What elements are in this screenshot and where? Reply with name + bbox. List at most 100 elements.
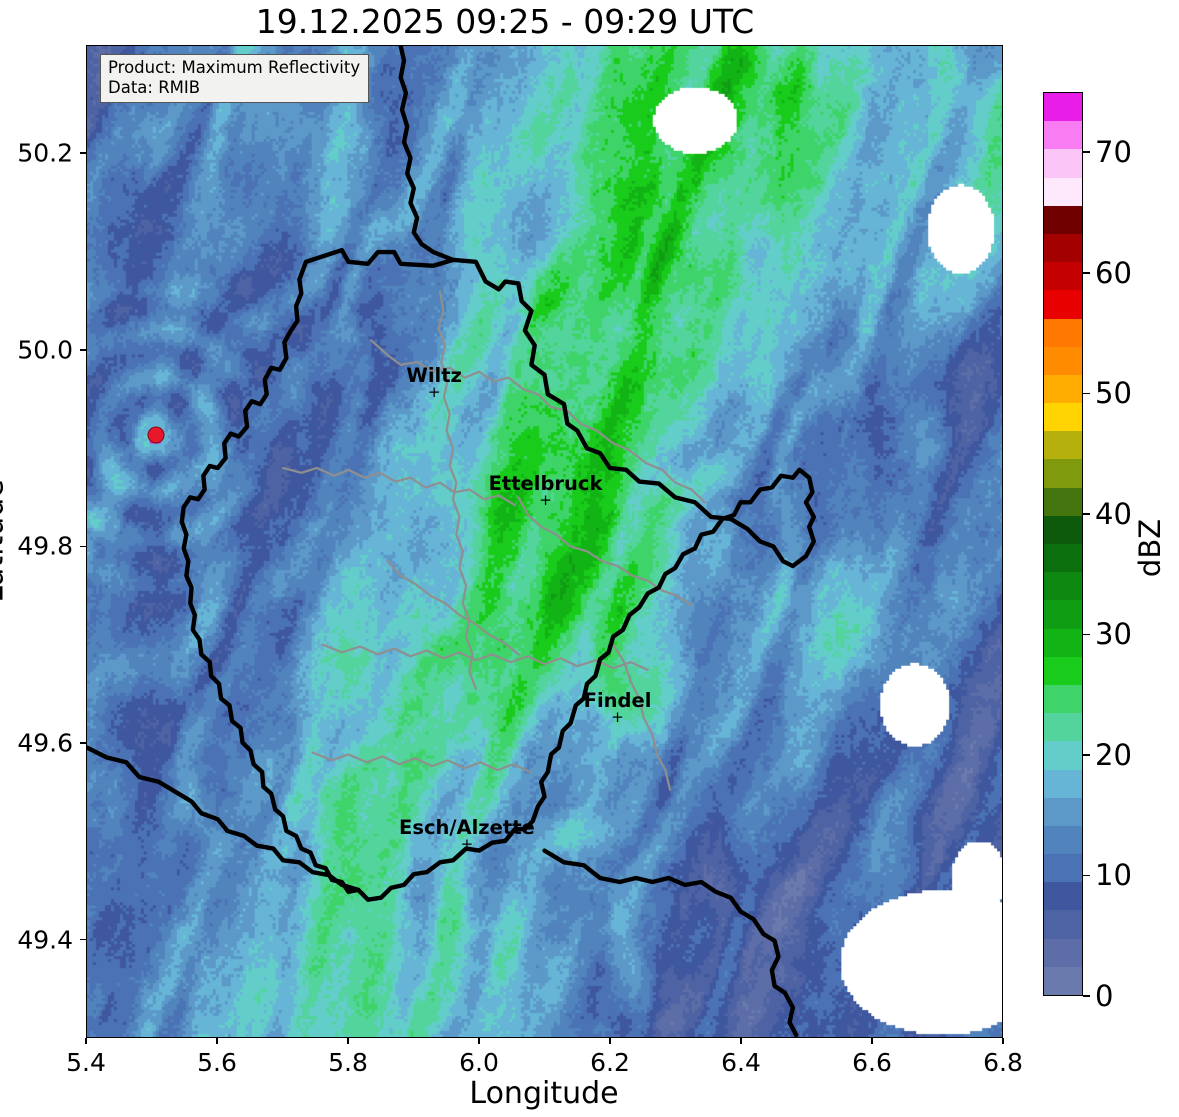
colorbar-band-5 [1044, 825, 1082, 855]
country-border-line [87, 46, 817, 1037]
colorbar-band-27 [1044, 205, 1082, 234]
colorbar-band-12 [1044, 628, 1082, 657]
x-tick-6.2 [609, 1038, 611, 1044]
adjacent-border-path-1 [542, 848, 799, 1037]
city-label-esch-alzette: Esch/Alzette + [399, 816, 535, 854]
city-cross-marker: + [460, 835, 474, 854]
colorbar-band-8 [1044, 741, 1082, 770]
adjacent-border-path-0 [87, 745, 361, 892]
colorbar-band-4 [1044, 854, 1082, 883]
radar-reflectivity-field [87, 46, 1002, 1037]
radar-map-plot: Product: Maximum Reflectivity Data: RMIB… [86, 45, 1003, 1038]
colorbar-tick-label-20: 20 [1095, 737, 1132, 772]
colorbar-tick-30 [1083, 633, 1090, 636]
x-tick-label-5.8: 5.8 [328, 1048, 368, 1077]
x-tick-6.4 [740, 1038, 742, 1044]
city-label-ettelbruck: Ettelbruck + [488, 472, 603, 510]
colorbar-band-20 [1044, 403, 1082, 432]
colorbar-tick-label-50: 50 [1095, 376, 1132, 411]
y-tick-50.2 [80, 152, 86, 154]
district-line-7 [386, 560, 520, 656]
colorbar-band-21 [1044, 374, 1082, 404]
colorbar-tick-label-0: 0 [1095, 979, 1114, 1013]
colorbar-band-6 [1044, 797, 1082, 826]
colorbar-band-9 [1044, 713, 1082, 742]
district-line-0 [370, 339, 706, 504]
colorbar-tick-label-60: 60 [1095, 255, 1132, 290]
map-vector-overlay [87, 46, 817, 1037]
x-tick-5.8 [347, 1038, 349, 1044]
y-tick-label-49.8: 49.8 [17, 531, 73, 561]
city-name: Findel [583, 688, 652, 712]
colorbar-tick-10 [1083, 874, 1090, 877]
colorbar: 0 10 20 30 40 50 60 70 [1043, 92, 1132, 1013]
colorbar-band-22 [1044, 346, 1082, 375]
city-cross-marker: + [539, 491, 552, 510]
colorbar-tick-70 [1083, 151, 1090, 154]
district-line-6 [612, 643, 672, 791]
colorbar-band-13 [1044, 600, 1082, 629]
colorbar-band-18 [1044, 459, 1082, 488]
colorbar-band-26 [1044, 233, 1082, 263]
y-tick-label-50.0: 50.0 [17, 335, 73, 365]
x-tick-label-6.0: 6.0 [459, 1048, 499, 1077]
city-label-findel: Findel + [583, 688, 652, 724]
colorbar-band-1 [1044, 938, 1082, 967]
colorbar-band-31 [1044, 93, 1082, 122]
colorbar-band-29 [1044, 149, 1082, 178]
city-name: Ettelbruck [488, 472, 603, 496]
x-tick-label-6.6: 6.6 [852, 1048, 892, 1077]
colorbar-tick-50 [1083, 392, 1090, 395]
info-box: Product: Maximum Reflectivity Data: RMIB [100, 54, 370, 103]
x-tick-5.4 [85, 1038, 87, 1044]
y-tick-50.0 [80, 348, 86, 351]
colorbar-band-15 [1044, 544, 1082, 573]
page-title: 19.12.2025 09:25 - 09:29 UTC [255, 2, 755, 41]
x-tick-label-5.4: 5.4 [66, 1048, 106, 1077]
district-line-5 [311, 751, 532, 774]
y-tick-49.6 [80, 742, 86, 744]
colorbar-band-25 [1044, 262, 1082, 291]
colorbar-band-11 [1044, 656, 1082, 685]
x-tick-label-5.6: 5.6 [197, 1048, 237, 1077]
colorbar-band-30 [1044, 121, 1082, 150]
colorbar-tick-label-30: 30 [1095, 617, 1132, 652]
x-tick-6.6 [871, 1038, 873, 1044]
colorbar-band-10 [1044, 684, 1082, 714]
x-tick-6.0 [478, 1038, 480, 1044]
colorbar-tick-40 [1083, 513, 1090, 515]
radar-site-marker [147, 426, 165, 444]
x-tick-label-6.4: 6.4 [721, 1048, 761, 1077]
colorbar-tick-label-40: 40 [1095, 496, 1132, 531]
info-product-line: Product: Maximum Reflectivity [108, 58, 361, 77]
colorbar-tick-label-10: 10 [1095, 858, 1132, 893]
city-name: Esch/Alzette [399, 816, 535, 840]
y-axis-label: Latitude [0, 479, 11, 603]
district-line-1 [281, 466, 517, 507]
adjacent-border-path-2 [398, 46, 456, 263]
x-tick-label-6.8: 6.8 [983, 1048, 1023, 1077]
x-tick-5.6 [216, 1038, 218, 1044]
colorbar-band-7 [1044, 769, 1082, 798]
y-tick-label-50.2: 50.2 [17, 138, 73, 168]
colorbar-band-3 [1044, 882, 1082, 911]
colorbar-gradient [1043, 92, 1083, 996]
y-tick-label-49.4: 49.4 [17, 925, 73, 955]
info-data-line: Data: RMIB [108, 78, 201, 97]
colorbar-band-19 [1044, 431, 1082, 460]
x-tick-6.8 [1002, 1038, 1004, 1044]
colorbar-tick-label-70: 70 [1095, 135, 1132, 170]
city-label-wiltz: Wiltz + [406, 366, 462, 400]
x-axis-label: Longitude [469, 1076, 619, 1111]
colorbar-band-14 [1044, 572, 1082, 601]
colorbar-tick-0 [1083, 995, 1090, 997]
district-line-2 [437, 290, 477, 690]
colorbar-band-24 [1044, 290, 1082, 319]
colorbar-band-0 [1044, 966, 1082, 995]
y-tick-49.4 [80, 938, 86, 941]
district-line-3 [321, 643, 649, 672]
y-tick-49.8 [80, 545, 86, 548]
colorbar-band-28 [1044, 177, 1082, 206]
x-tick-label-6.2: 6.2 [590, 1048, 630, 1077]
colorbar-band-17 [1044, 487, 1082, 516]
